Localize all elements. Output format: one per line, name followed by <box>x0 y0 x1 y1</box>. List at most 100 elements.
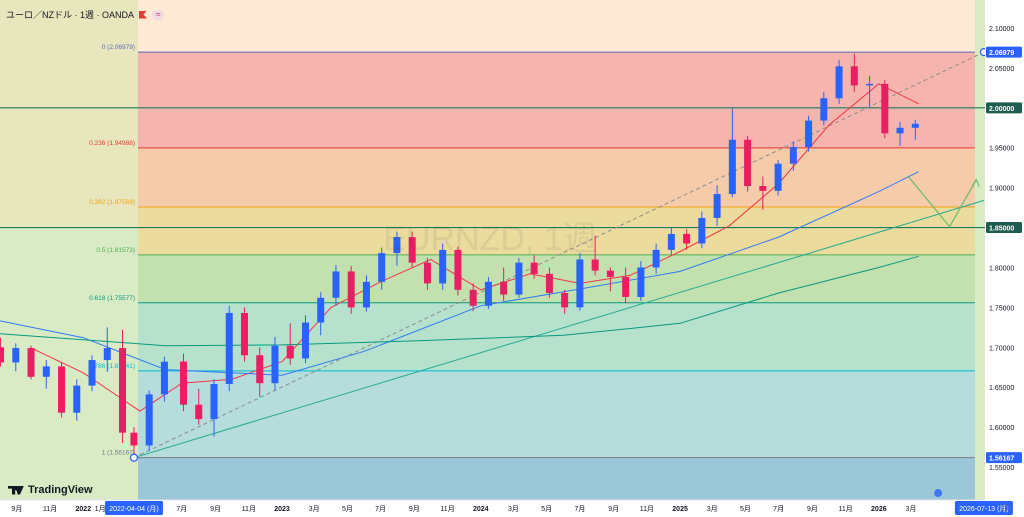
candle-body[interactable] <box>256 355 264 384</box>
candle-body[interactable] <box>545 273 553 293</box>
candle-body[interactable] <box>271 345 279 384</box>
candle-body[interactable] <box>576 259 584 308</box>
candle-body[interactable] <box>469 289 477 306</box>
candle-body[interactable] <box>393 237 401 254</box>
candle-body[interactable] <box>698 217 706 244</box>
time-tick-label: 9月 <box>807 505 818 513</box>
symbol-title[interactable]: ユーロ／NZドル · 1週 · OANDA <box>6 10 135 20</box>
trend-line-dashed[interactable] <box>133 51 985 459</box>
forecast-arrow-line[interactable] <box>907 175 977 228</box>
candle-body[interactable] <box>728 139 736 195</box>
candle-body[interactable] <box>591 259 599 271</box>
candle-body[interactable] <box>622 277 630 297</box>
candle-body[interactable] <box>58 366 66 413</box>
time-tick-label: 11月 <box>838 505 852 513</box>
fib-label-0.382: 0.382 (1.87569) <box>89 199 135 206</box>
indicator-pill[interactable]: ≈ <box>152 9 165 20</box>
fib-anchor-start[interactable] <box>129 453 139 462</box>
candle-body[interactable] <box>160 361 168 395</box>
candle-body[interactable] <box>606 270 614 278</box>
time-tick-label: 9月 <box>11 505 22 513</box>
candle-body[interactable] <box>332 271 340 298</box>
candle-body[interactable] <box>500 281 508 295</box>
time-tick-label: 2024 <box>473 506 489 513</box>
candle-body[interactable] <box>713 194 721 218</box>
candle-body[interactable] <box>225 312 233 384</box>
candle-body[interactable] <box>866 83 874 86</box>
candle-body[interactable] <box>759 186 767 191</box>
candle-body[interactable] <box>744 139 752 187</box>
sma-mid-line[interactable] <box>0 171 919 376</box>
candle-body[interactable] <box>0 347 5 363</box>
trend-line-solid[interactable] <box>133 199 985 459</box>
candle-body[interactable] <box>652 249 660 268</box>
candle-body[interactable] <box>12 348 20 363</box>
candle-body[interactable] <box>103 348 111 361</box>
candle-body[interactable] <box>42 366 50 377</box>
fib-label-0: 0 (2.06979) <box>102 44 135 51</box>
trend-lines <box>133 51 985 459</box>
candle-body[interactable] <box>301 322 309 359</box>
price-axis-background[interactable] <box>985 0 1024 500</box>
candle-body[interactable] <box>683 233 691 244</box>
sma-long-line[interactable] <box>0 255 919 347</box>
candle-body[interactable] <box>561 292 569 308</box>
candle-body[interactable] <box>179 361 187 405</box>
candle-body[interactable] <box>73 385 81 413</box>
candle-body[interactable] <box>119 348 127 433</box>
forecast-arrow <box>907 175 980 228</box>
gear-icon[interactable] <box>1001 504 1009 512</box>
candle-body[interactable] <box>408 237 416 263</box>
candle-body[interactable] <box>27 348 35 377</box>
candle-body[interactable] <box>820 98 828 121</box>
price-tick-label: 1.60000 <box>989 425 1014 432</box>
forecast-arrow-head <box>971 178 980 187</box>
candle-body[interactable] <box>286 345 294 359</box>
candle-body[interactable] <box>530 262 538 274</box>
replay-icon[interactable] <box>934 489 943 498</box>
candle-body[interactable] <box>637 267 645 297</box>
candle-body[interactable] <box>195 404 203 420</box>
candle-body[interactable] <box>347 271 355 308</box>
candle-body[interactable] <box>362 281 370 308</box>
price-label-badge <box>986 222 1022 234</box>
time-tick-label: 7月 <box>574 505 585 513</box>
candle-body[interactable] <box>881 83 889 134</box>
candle-body[interactable] <box>317 297 325 323</box>
fib-band-0.236 <box>138 147 975 208</box>
time-tick-label: 7月 <box>375 505 386 513</box>
tradingview-logo[interactable]: TradingView <box>8 484 93 496</box>
candle-body[interactable] <box>789 146 797 164</box>
candle-body[interactable] <box>378 253 386 282</box>
price-tick-label: 1.65000 <box>989 385 1014 392</box>
time-tick-label: 5月 <box>541 505 552 513</box>
candle-body[interactable] <box>240 312 248 356</box>
candle-body[interactable] <box>515 262 523 295</box>
time-tick-label: 3月 <box>905 505 916 513</box>
candle-body[interactable] <box>667 233 675 250</box>
candle-body[interactable] <box>210 383 218 420</box>
candle-body[interactable] <box>484 281 492 306</box>
candle-body[interactable] <box>850 66 858 86</box>
fib-band-0.618 <box>138 302 975 371</box>
candle-body[interactable] <box>911 123 919 128</box>
candle-body[interactable] <box>774 163 782 191</box>
price-tick-label: 1.90000 <box>989 186 1014 193</box>
candle-body[interactable] <box>835 66 843 99</box>
candle-body[interactable] <box>423 262 431 284</box>
time-axis-background[interactable] <box>0 500 1024 517</box>
fib-label-0.5: 0.5 (1.81573) <box>96 247 135 254</box>
fib-label-1: 1 (1.56167) <box>102 450 135 457</box>
candle-body[interactable] <box>439 249 447 284</box>
candle-body[interactable] <box>145 394 153 446</box>
candle-body[interactable] <box>88 360 96 386</box>
candle-body[interactable] <box>130 432 138 446</box>
candle-body[interactable] <box>805 120 813 147</box>
candle-body[interactable] <box>454 249 462 290</box>
price-tick-label: 1.80000 <box>989 265 1014 272</box>
candle-body[interactable] <box>896 127 904 134</box>
time-tick-label: 11月 <box>440 505 454 513</box>
fib-label-0.786: 0.786 (1.67041) <box>89 363 135 370</box>
